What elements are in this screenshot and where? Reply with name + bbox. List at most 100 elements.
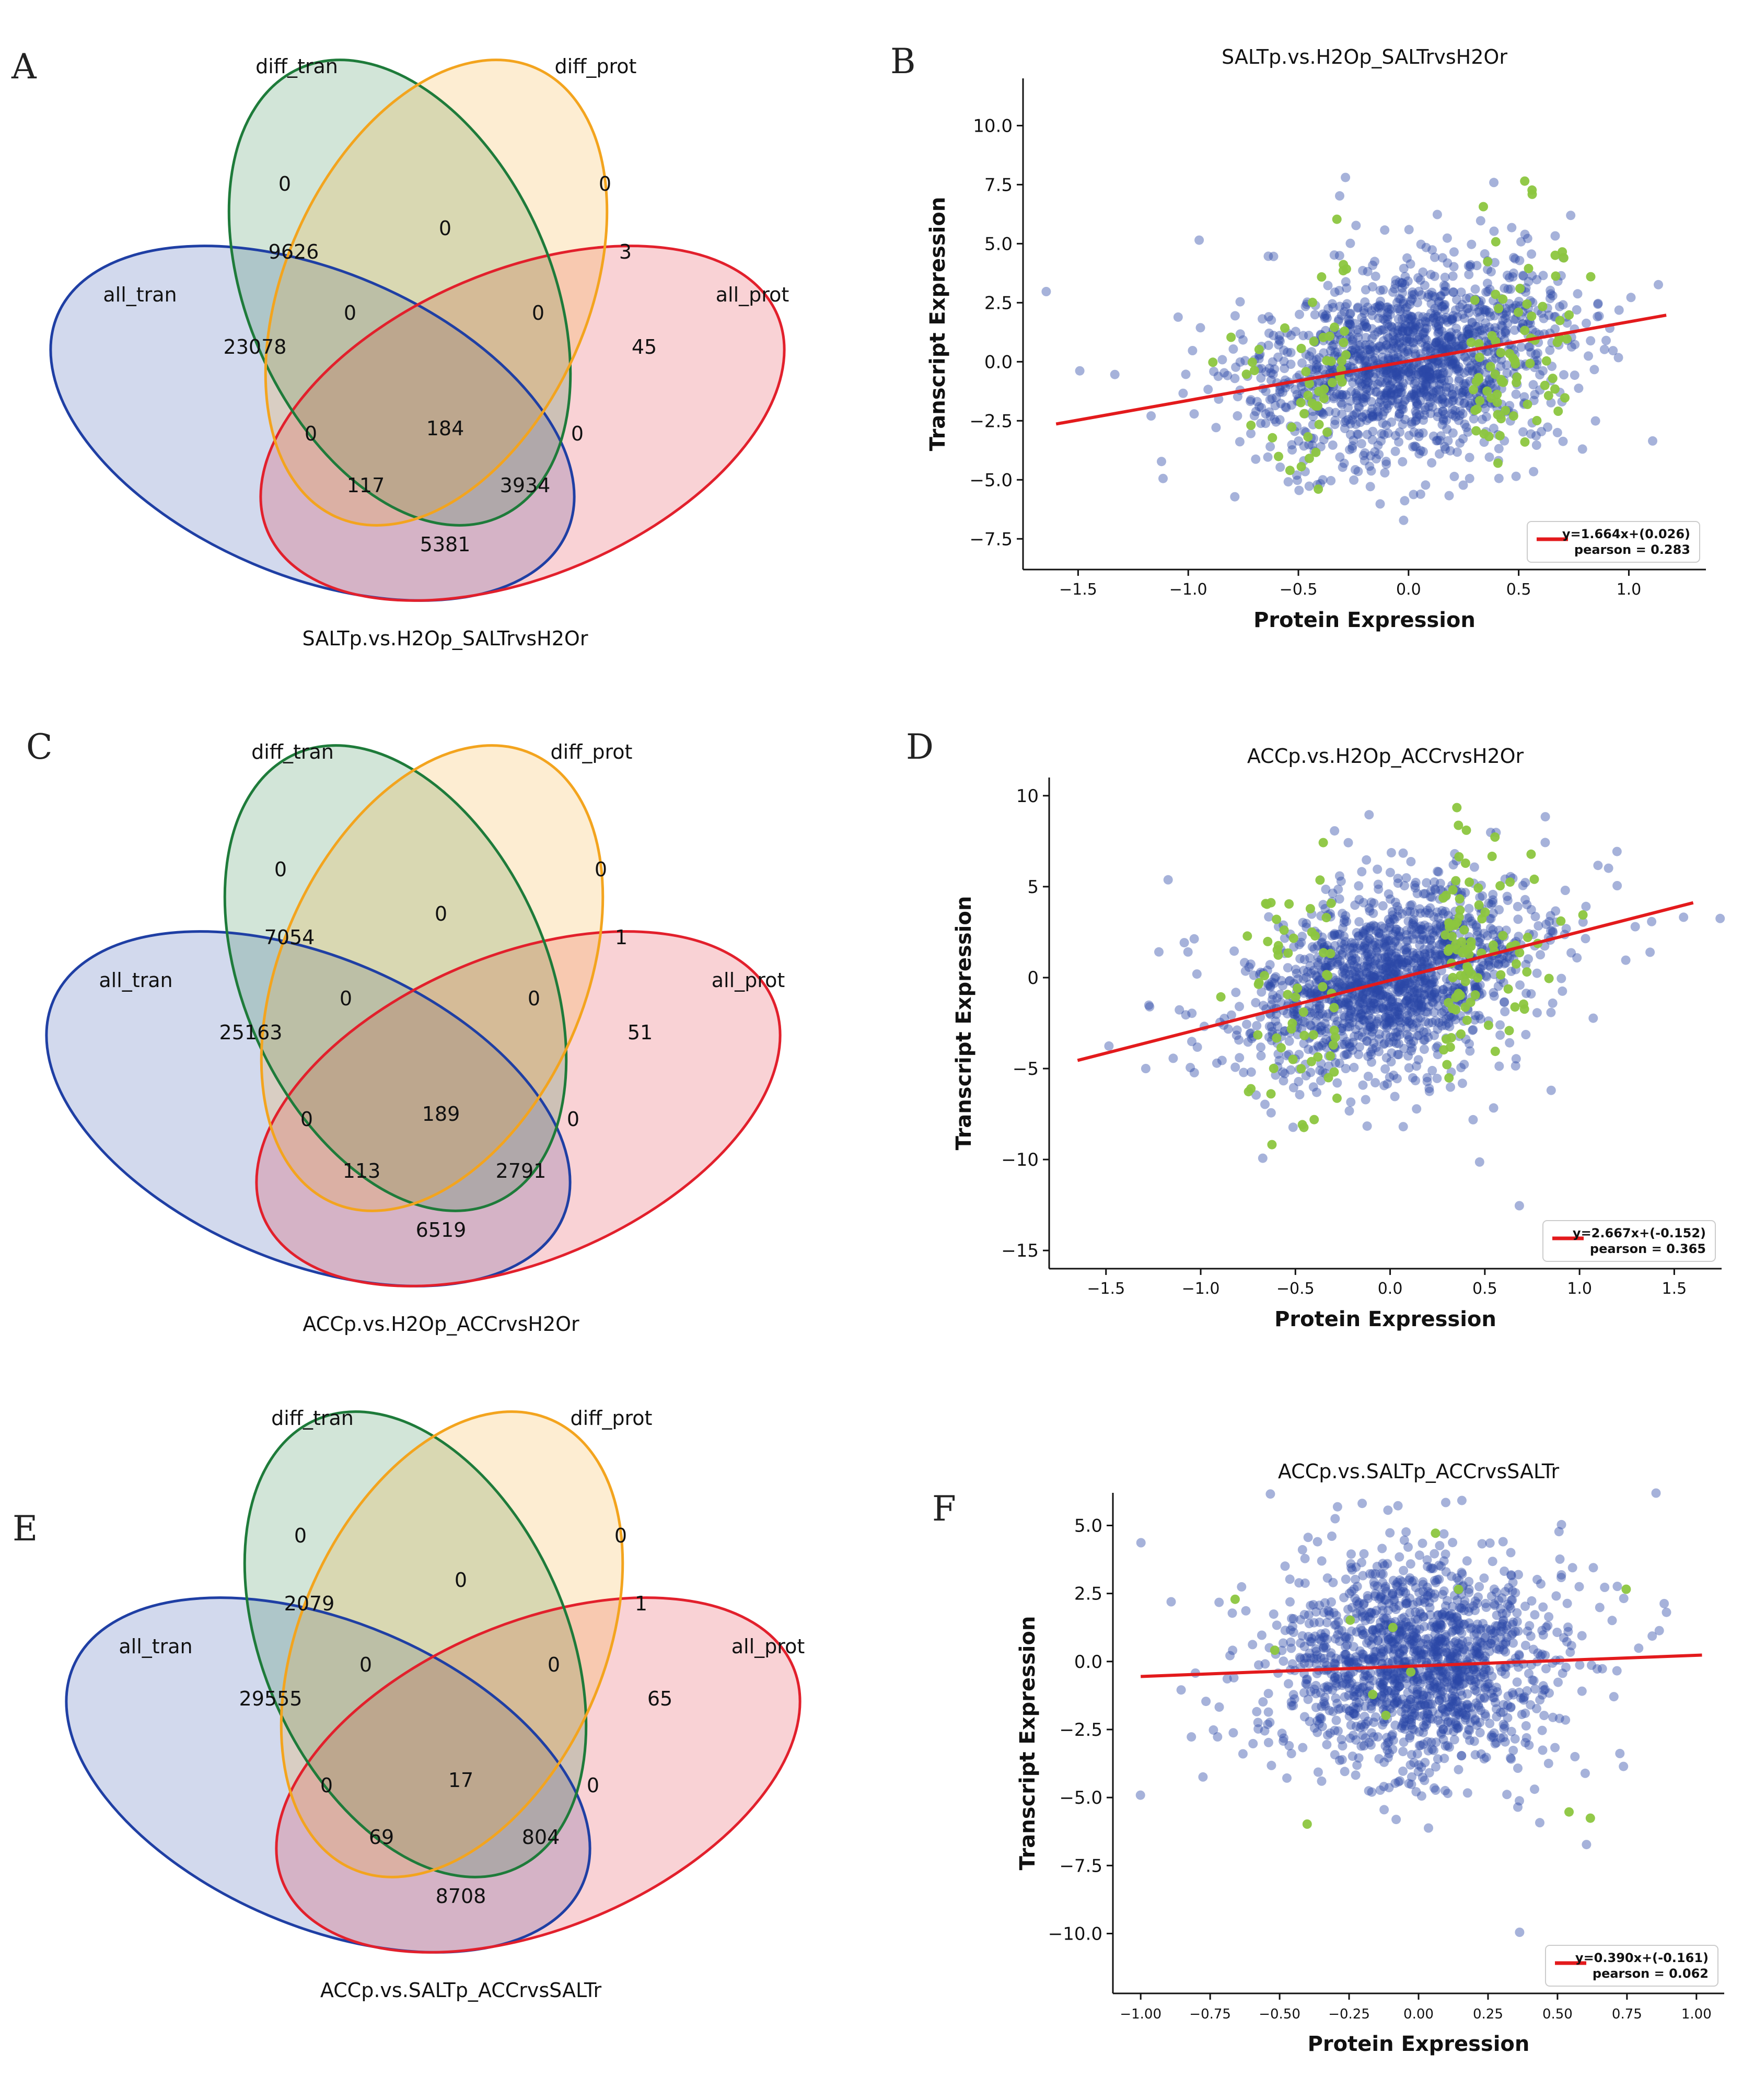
highlight-point [1287, 422, 1297, 432]
data-point [1415, 275, 1425, 285]
data-point [1428, 928, 1437, 938]
data-point [1448, 428, 1458, 438]
data-point [1544, 1612, 1554, 1622]
data-point [1409, 1725, 1419, 1735]
data-point [1438, 985, 1448, 995]
data-point [1419, 328, 1428, 338]
data-point [1363, 345, 1373, 355]
data-point [1343, 403, 1353, 413]
data-point [1358, 928, 1368, 938]
x-tick-label: 1.5 [1662, 1280, 1687, 1298]
data-point [1238, 335, 1248, 345]
data-point [1362, 322, 1372, 332]
highlight-point [1510, 1002, 1520, 1012]
data-point [1654, 1626, 1664, 1635]
highlight-point [1475, 396, 1485, 405]
data-point [1283, 963, 1293, 973]
highlight-point [1555, 316, 1565, 326]
data-point [1395, 304, 1405, 314]
data-point [1546, 1007, 1556, 1017]
data-point [1457, 1495, 1467, 1505]
set-area-diff-prot [261, 745, 603, 1211]
data-point [1359, 1549, 1369, 1559]
data-point [1183, 947, 1193, 957]
data-point [1458, 480, 1468, 490]
data-point [1436, 374, 1446, 384]
data-point [1519, 1695, 1529, 1705]
data-point [1379, 1039, 1389, 1049]
data-point [1360, 317, 1369, 327]
highlight-point [1459, 925, 1469, 935]
data-point [1520, 1641, 1530, 1650]
data-point [1423, 371, 1433, 381]
data-point [1281, 383, 1291, 392]
data-point [1381, 340, 1391, 350]
data-point [1267, 1760, 1276, 1770]
y-tick-label: 5.0 [984, 234, 1013, 254]
data-point [1416, 1741, 1426, 1750]
highlight-point [1491, 237, 1501, 247]
data-point [1380, 468, 1390, 478]
x-tick-label: 0.5 [1472, 1280, 1497, 1298]
highlight-point [1529, 874, 1539, 884]
data-point [1434, 296, 1444, 306]
data-point [1448, 860, 1458, 870]
data-point [1518, 880, 1528, 890]
data-point [1362, 1638, 1372, 1648]
data-point [1315, 1065, 1325, 1075]
data-point [1376, 1590, 1386, 1599]
data-point [1491, 1626, 1501, 1636]
data-point [1357, 1032, 1367, 1042]
data-point [1447, 1013, 1456, 1023]
region-count-diff-prot-all-prot: 1 [635, 1592, 647, 1615]
data-point [1435, 369, 1445, 379]
highlight-point [1314, 484, 1323, 494]
highlight-point [1314, 420, 1324, 430]
data-point [1351, 1770, 1361, 1780]
data-point [1434, 337, 1444, 346]
y-tick-label: −5 [1013, 1059, 1039, 1080]
data-point [1345, 396, 1355, 406]
panel-letter-e: E [13, 1509, 38, 1549]
data-point [1413, 335, 1423, 345]
data-point [1570, 1751, 1580, 1761]
data-point [1388, 384, 1398, 393]
data-point [1540, 812, 1550, 822]
y-axis-label: Transcript Expression [926, 197, 950, 451]
data-point [1408, 1684, 1418, 1694]
data-point [1415, 908, 1425, 918]
data-point [1360, 297, 1370, 307]
highlight-point [1466, 937, 1476, 947]
data-point [1454, 376, 1464, 386]
y-axis-label: Transcript Expression [1016, 1616, 1040, 1871]
set-label-diff-prot: diff_prot [571, 1407, 653, 1430]
data-point [1436, 291, 1446, 301]
data-point [1296, 381, 1306, 391]
y-tick-label: −15 [1001, 1240, 1039, 1261]
set-label-all-prot: all_prot [716, 283, 789, 306]
data-point [1419, 1045, 1429, 1054]
data-point [1530, 1610, 1540, 1620]
data-point [1168, 1053, 1178, 1063]
data-point [1345, 445, 1354, 455]
data-point [1452, 1720, 1462, 1730]
data-point [1630, 922, 1640, 932]
y-tick-label: −10 [1001, 1150, 1039, 1170]
data-point [1410, 441, 1420, 451]
x-tick-label: −0.75 [1189, 2006, 1231, 2022]
highlight-point [1454, 912, 1464, 922]
highlight-point [1247, 357, 1257, 367]
data-point [1394, 401, 1404, 411]
data-point [1612, 881, 1622, 890]
data-point [1376, 308, 1386, 318]
data-point [1402, 930, 1412, 939]
data-point [1328, 1707, 1338, 1716]
data-point [1593, 299, 1603, 309]
data-point [1275, 385, 1285, 395]
data-point [1359, 1722, 1369, 1732]
set-label-diff-prot: diff_prot [555, 55, 637, 78]
data-point [1407, 312, 1417, 322]
data-point [1437, 1694, 1447, 1704]
legend: y=0.390x+(-0.161)pearson = 0.062 [1545, 1945, 1718, 1987]
data-point [1360, 308, 1369, 318]
